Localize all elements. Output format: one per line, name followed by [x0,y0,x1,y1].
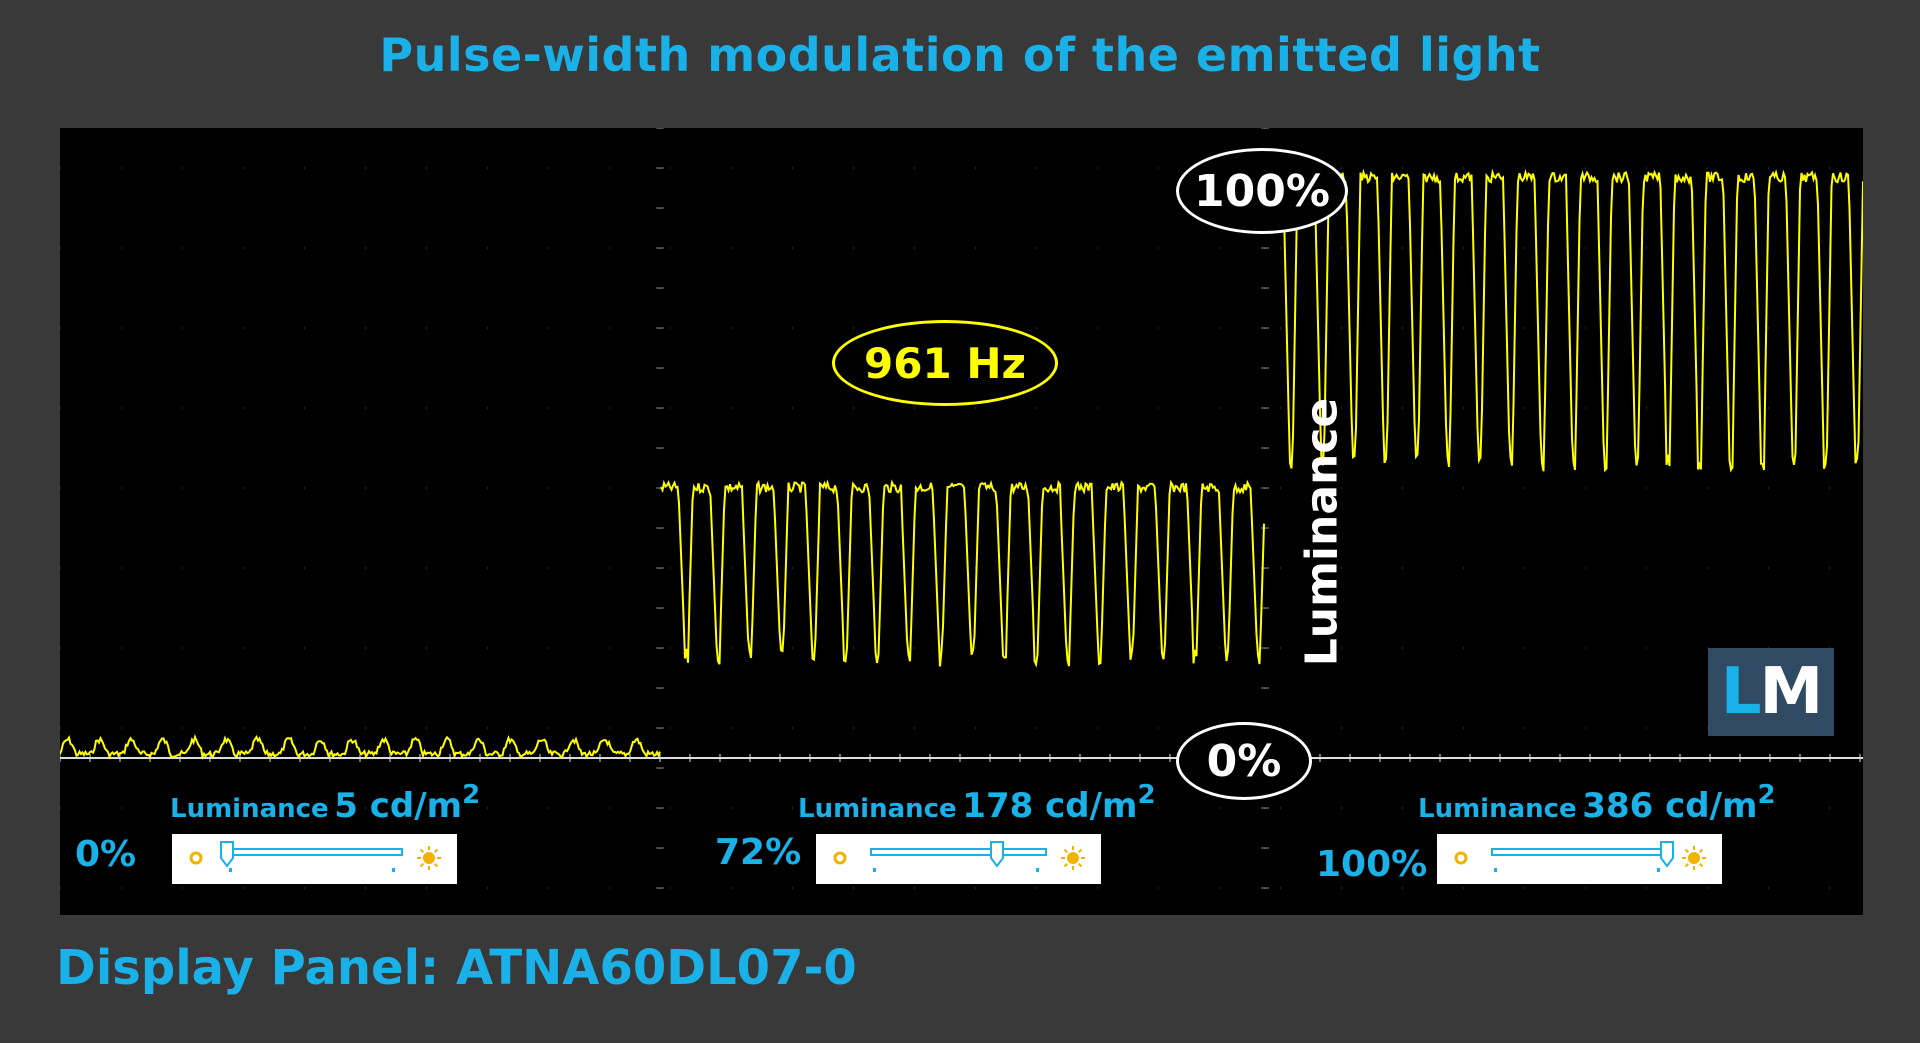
unit-superscript: 2 [1137,779,1156,810]
marker-0-label: 0% [1206,735,1282,787]
segment-1-brightness-slider [816,834,1101,884]
sun-ray [1684,862,1690,868]
sun-ray [1063,862,1069,868]
sun-ray [419,862,425,868]
dim-sun-icon [1454,851,1468,865]
slider-min-tick [1494,868,1497,872]
sun-ray [1684,848,1690,854]
luminance-word: Luminance [170,794,329,824]
segment-1-brightness: 72% [715,832,802,873]
unit-superscript: 2 [462,779,481,810]
brightness-slider-graphic [189,841,441,872]
chart-title: Pulse-width modulation of the emitted li… [379,28,1541,82]
slider-track [226,848,403,856]
marker-100-percent: 100% [1176,148,1348,234]
logo-letter-m: M [1759,655,1824,729]
brightness-slider-graphic [1454,841,1706,872]
slider-knob [990,841,1004,868]
signal-traces [60,168,1863,761]
slider-min-tick [873,868,876,872]
luminance-value: 386 cd/m [1582,786,1758,826]
sun-ray [1698,848,1704,854]
bright-sun-icon [1688,852,1700,864]
segment-0-brightness: 0% [75,834,137,875]
sun-ray [1063,848,1069,854]
slider-max-tick [1036,868,1039,872]
luminance-value: 5 cd/m [334,786,463,826]
sun-ray [1698,862,1704,868]
plot-svg [60,128,1863,915]
sun-ray [1077,862,1083,868]
frequency-badge: 961 Hz [832,320,1058,406]
segment-2-brightness: 100% [1316,844,1428,885]
display-panel-label: Display Panel: ATNA60DL07-0 [56,940,857,996]
slider-track [1491,848,1668,856]
segment-0-luminance: Luminance 5 cd/m2 [170,780,480,826]
slider-knob [1660,841,1674,868]
logo-letter-l: L [1720,655,1762,729]
bright-sun-icon [1067,852,1079,864]
luminance-word: Luminance [798,794,957,824]
segment-1-luminance: Luminance 178 cd/m2 [798,780,1156,826]
brightness-slider-graphic [833,841,1085,872]
bright-sun-icon [423,852,435,864]
grid [60,128,1863,915]
slider-knob [220,841,234,868]
marker-100-label: 100% [1194,165,1330,217]
dim-sun-icon [833,851,847,865]
unit-superscript: 2 [1757,779,1776,810]
sun-ray [1077,848,1083,854]
segment-0-brightness-slider [172,834,457,884]
marker-0-percent: 0% [1176,722,1312,800]
luminance-word: Luminance [1418,794,1577,824]
sun-ray [433,848,439,854]
slider-max-tick [1657,868,1660,872]
sun-ray [433,862,439,868]
signal-trace-1 [660,479,1265,668]
sun-ray [419,848,425,854]
signal-trace-0 [60,733,661,761]
oscilloscope-plot: 100% 0% 961 Hz Luminance Luminance 5 cd/… [60,128,1863,915]
segment-2-luminance: Luminance 386 cd/m2 [1418,780,1776,826]
signal-trace-2 [1265,168,1863,473]
frequency-label: 961 Hz [864,338,1026,388]
dim-sun-icon [189,851,203,865]
segment-2-brightness-slider [1437,834,1722,884]
slider-track [870,848,1047,856]
luminance-value: 178 cd/m [962,786,1138,826]
slider-max-tick [392,868,395,872]
slider-min-tick [229,868,232,872]
y-axis-label-text: Luminance [1296,397,1348,667]
